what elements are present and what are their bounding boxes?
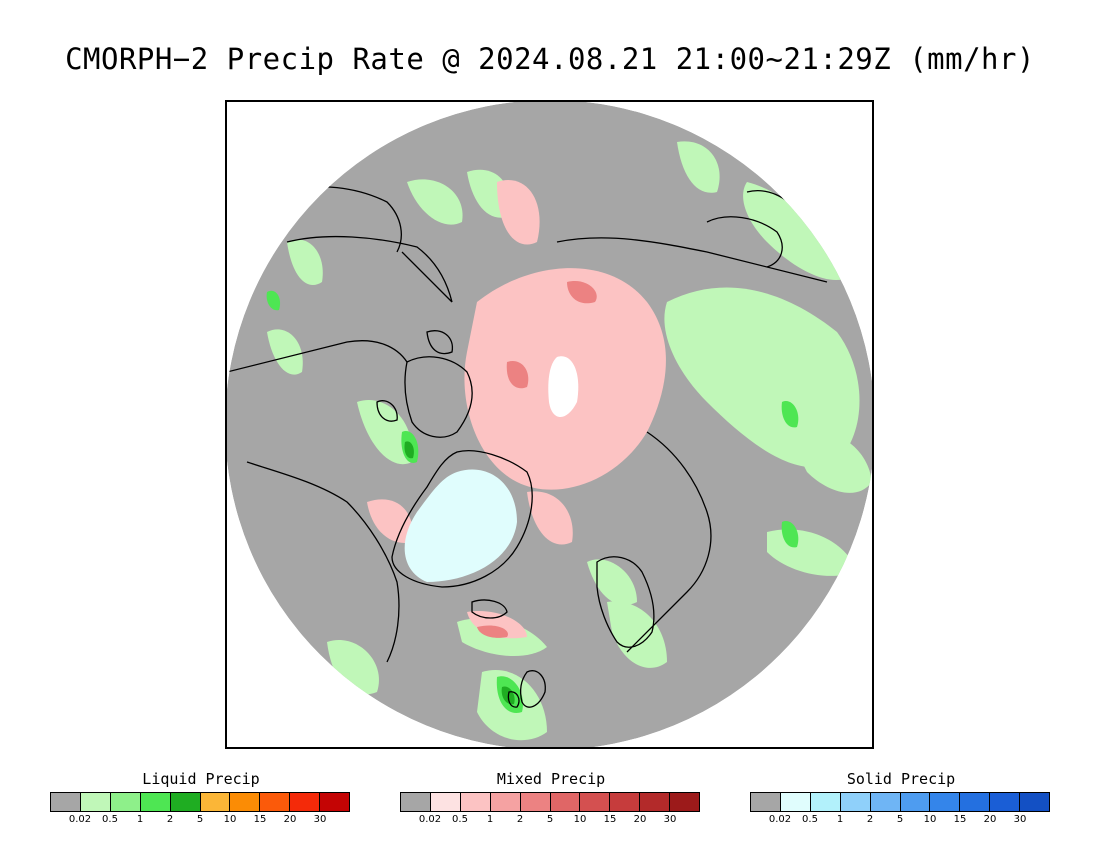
- color-swatch: [960, 793, 991, 811]
- tick-labels: 0.02 0.5 1 2 5 10 15 20 30: [750, 812, 1052, 826]
- color-swatch: [990, 793, 1021, 811]
- map-frame: [225, 100, 874, 749]
- tick-label: 30: [313, 814, 327, 825]
- solid-precip-areas: [404, 469, 517, 582]
- color-swatch: [670, 793, 700, 811]
- color-swatch: [200, 793, 231, 811]
- mixed-precip-moderate: [477, 281, 597, 638]
- tick-label: 15: [253, 814, 267, 825]
- color-swatch: [840, 793, 871, 811]
- color-swatch: [260, 793, 291, 811]
- tick-label: 1: [486, 814, 494, 825]
- color-swatch: [401, 793, 431, 811]
- tick-label: 5: [896, 814, 904, 825]
- tick-label: 2: [166, 814, 174, 825]
- tick-label: 30: [663, 814, 677, 825]
- tick-labels: 0.02 0.5 1 2 5 10 15 20 30: [50, 812, 352, 826]
- map-title: CMORPH−2 Precip Rate @ 2024.08.21 21:00~…: [65, 42, 1035, 76]
- snow-patch: [548, 356, 579, 417]
- tick-label: 0.02: [418, 814, 442, 825]
- color-swatch: [900, 793, 931, 811]
- legend-liquid: Liquid Precip 0.02 0.5 1 2 5 10 15 20 30: [50, 770, 352, 840]
- legend-title: Solid Precip: [846, 770, 956, 788]
- color-swatch: [460, 793, 491, 811]
- tick-label: 10: [223, 814, 237, 825]
- color-swatch: [320, 793, 350, 811]
- color-swatch: [170, 793, 201, 811]
- coastlines: [227, 186, 828, 708]
- tick-label: 30: [1013, 814, 1027, 825]
- tick-label: 2: [866, 814, 874, 825]
- tick-labels: 0.02 0.5 1 2 5 10 15 20 30: [400, 812, 702, 826]
- tick-label: 15: [603, 814, 617, 825]
- tick-label: 0.5: [102, 814, 118, 825]
- color-swatch: [520, 793, 551, 811]
- tick-label: 1: [836, 814, 844, 825]
- tick-label: 5: [546, 814, 554, 825]
- legend-title: Liquid Precip: [142, 770, 260, 788]
- legend-title: Mixed Precip: [496, 770, 606, 788]
- tick-label: 0.5: [452, 814, 468, 825]
- color-swatch: [550, 793, 581, 811]
- color-swatch: [640, 793, 671, 811]
- color-swatch: [51, 793, 81, 811]
- color-swatch: [751, 793, 781, 811]
- polar-map: [227, 102, 872, 747]
- tick-label: 15: [953, 814, 967, 825]
- color-swatch: [490, 793, 521, 811]
- color-swatch: [80, 793, 111, 811]
- tick-label: 0.02: [768, 814, 792, 825]
- legend-solid: Solid Precip 0.02 0.5 1 2 5 10 15 20 30: [750, 770, 1052, 840]
- color-bar: [400, 792, 700, 812]
- tick-label: 1: [136, 814, 144, 825]
- tick-label: 20: [633, 814, 647, 825]
- tick-label: 0.02: [68, 814, 92, 825]
- color-swatch: [1020, 793, 1050, 811]
- color-swatch: [110, 793, 141, 811]
- liquid-precip-areas: [267, 141, 872, 741]
- tick-label: 10: [923, 814, 937, 825]
- color-swatch: [430, 793, 461, 811]
- color-swatch: [290, 793, 321, 811]
- color-swatch: [810, 793, 841, 811]
- color-swatch: [780, 793, 811, 811]
- color-swatch: [870, 793, 901, 811]
- tick-label: 5: [196, 814, 204, 825]
- color-swatch: [610, 793, 641, 811]
- color-swatch: [140, 793, 171, 811]
- color-swatch: [580, 793, 611, 811]
- color-bar: [50, 792, 350, 812]
- tick-label: 0.5: [802, 814, 818, 825]
- tick-label: 10: [573, 814, 587, 825]
- tick-label: 2: [516, 814, 524, 825]
- color-swatch: [930, 793, 961, 811]
- color-bar: [750, 792, 1050, 812]
- tick-label: 20: [283, 814, 297, 825]
- color-swatch: [230, 793, 261, 811]
- tick-label: 20: [983, 814, 997, 825]
- legend-mixed: Mixed Precip 0.02 0.5 1 2 5 10 15 20 30: [400, 770, 702, 840]
